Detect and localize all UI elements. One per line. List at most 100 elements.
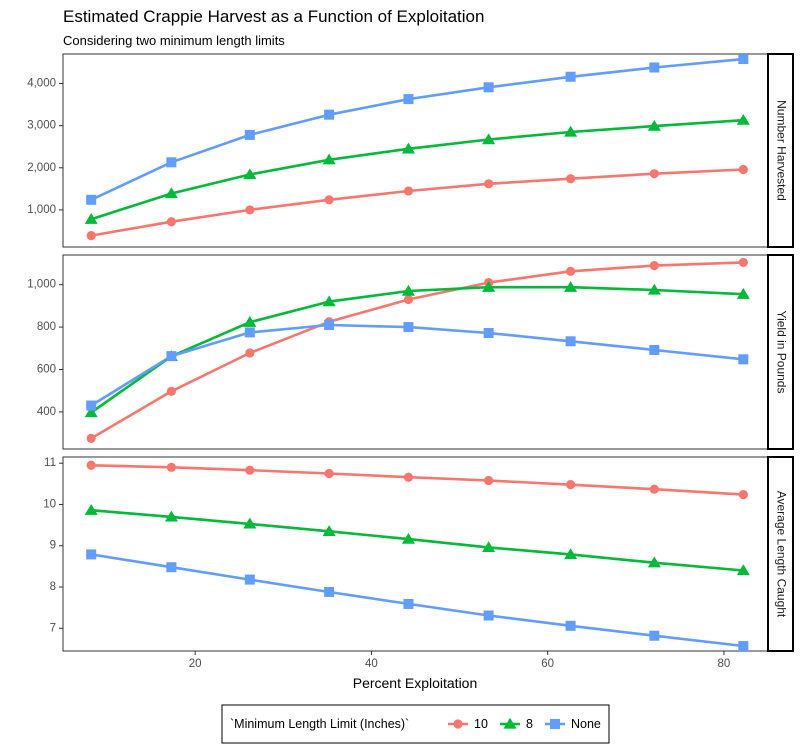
data-point-10 [484, 475, 494, 486]
data-point-8 [647, 283, 661, 295]
y-tick-label: 9 [50, 540, 56, 552]
data-point-8 [736, 288, 750, 299]
data-point-none [244, 327, 255, 338]
data-point-8 [164, 187, 178, 199]
chart-title: Estimated Crappie Harvest as a Function … [63, 7, 484, 26]
data-point-8 [84, 212, 98, 224]
legend-title: `Minimum Length Limit (Inches)` [230, 717, 409, 731]
panel-frame [62, 456, 769, 652]
data-point-8 [243, 168, 257, 180]
facet-panels: Number Harvested 1,000 2,000 3,000 4,000 Yiel… [27, 53, 794, 652]
data-point-10 [738, 489, 748, 500]
data-point-none [86, 400, 97, 411]
legend: `Minimum Length Limit (Inches)` 10 8 None [221, 704, 610, 744]
data-point-10 [86, 433, 96, 443]
data-point-none [324, 109, 335, 120]
data-point-8 [647, 119, 661, 131]
x-axis: 20 40 60 80 [189, 651, 731, 670]
data-point-none [483, 328, 494, 339]
data-point-8 [482, 133, 496, 145]
data-point-none [483, 610, 494, 621]
panel-3: Average Length Caught 7 8 9 10 11 [43, 456, 794, 652]
legend-box [221, 704, 610, 744]
x-axis-label: Percent Exploitation [353, 675, 478, 691]
data-point-8 [84, 406, 98, 418]
data-point-none [166, 562, 177, 573]
legend-key-8 [503, 717, 517, 729]
data-point-8 [322, 153, 336, 165]
data-point-10 [245, 465, 255, 475]
data-point-8 [564, 548, 578, 560]
x-tick-label: 60 [541, 658, 554, 670]
data-point-none [403, 94, 414, 105]
y-tick-label: 1,000 [27, 204, 56, 216]
y-tick-label: 1,000 [27, 279, 56, 291]
data-point-8 [243, 316, 257, 327]
data-point-8 [401, 532, 415, 544]
data-point-none [403, 322, 414, 333]
data-point-10 [166, 462, 176, 472]
data-point-none [166, 157, 177, 168]
data-point-8 [564, 281, 578, 292]
data-point-10 [738, 164, 748, 175]
legend-label-none: None [571, 717, 601, 731]
data-point-8 [736, 113, 750, 125]
data-point-10 [403, 186, 414, 196]
data-point-10 [166, 386, 176, 396]
data-point-none [324, 319, 335, 330]
data-point-8 [482, 541, 496, 553]
panel-2: Yield in Pounds 400 600 800 1,000 [27, 254, 794, 450]
data-point-8 [564, 125, 578, 137]
y-tick-label: 8 [50, 581, 56, 593]
data-point-none [403, 598, 414, 609]
data-point-10 [403, 294, 414, 305]
data-point-8 [84, 504, 98, 515]
data-point-none [649, 344, 660, 355]
data-point-10 [86, 231, 96, 241]
data-point-8 [164, 510, 178, 522]
data-point-none [244, 574, 255, 585]
legend-key-none [550, 719, 560, 729]
y-tick-label: 2,000 [27, 162, 56, 174]
data-point-none [483, 82, 494, 93]
y-tick-label: 600 [37, 363, 56, 375]
x-tick-label: 80 [718, 658, 731, 670]
data-point-none [244, 129, 255, 140]
data-point-10 [566, 480, 576, 490]
x-tick-label: 20 [189, 658, 202, 670]
data-point-10 [245, 348, 255, 358]
data-point-10 [649, 169, 659, 179]
y-tick-label: 400 [37, 406, 56, 418]
data-point-10 [738, 257, 748, 268]
data-point-none [565, 71, 576, 82]
facet-strip [767, 53, 794, 248]
x-tick-label: 40 [365, 658, 378, 670]
data-point-8 [647, 556, 661, 568]
data-point-none [649, 62, 660, 73]
data-point-8 [482, 281, 496, 292]
data-point-none [565, 336, 576, 347]
facet-strip [767, 456, 794, 652]
y-tick-label: 3,000 [27, 120, 56, 132]
data-point-10 [324, 468, 334, 479]
data-point-none [166, 351, 177, 362]
data-point-10 [403, 472, 414, 482]
y-tick-label: 11 [44, 457, 56, 469]
data-point-8 [322, 525, 336, 536]
data-point-8 [736, 564, 750, 576]
data-point-8 [401, 284, 415, 296]
data-point-none [86, 549, 97, 560]
data-point-8 [243, 517, 257, 529]
facet-strip-label: Yield in Pounds [775, 311, 789, 394]
data-point-none [738, 354, 749, 365]
y-tick-label: 7 [50, 622, 56, 634]
legend-label-10: 10 [474, 717, 488, 731]
panel-1: Number Harvested 1,000 2,000 3,000 4,000 [27, 53, 794, 248]
y-tick-label: 10 [43, 498, 56, 510]
data-point-none [649, 630, 660, 641]
data-point-10 [484, 179, 494, 189]
panel-frame [62, 53, 769, 248]
data-point-8 [322, 295, 336, 307]
legend-label-8: 8 [526, 717, 533, 731]
